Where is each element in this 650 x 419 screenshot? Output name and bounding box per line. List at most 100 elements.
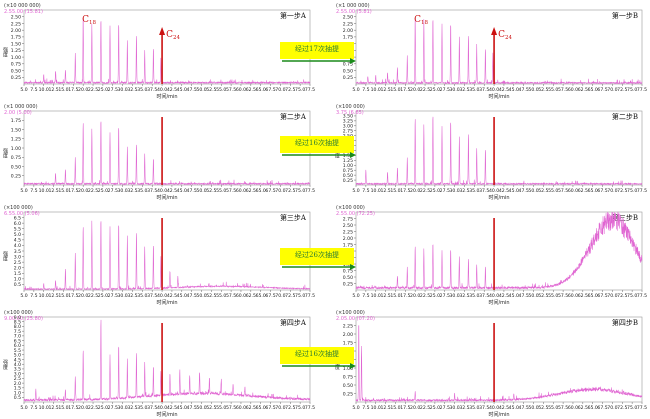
y-tick-label: 1.00 bbox=[343, 366, 353, 372]
x-tick-label: 50.0 bbox=[196, 188, 206, 194]
x-tick-label: 12.5 bbox=[48, 293, 58, 299]
y-tick-label: 2.00 bbox=[343, 28, 353, 34]
x-tick-label: 30.0 bbox=[118, 188, 128, 194]
x-tick-label: 30.0 bbox=[450, 188, 460, 194]
x-tick-label: 10.0 bbox=[371, 188, 381, 194]
y-tick-label: 1.00 bbox=[343, 163, 353, 169]
plot-frame bbox=[23, 9, 311, 85]
x-tick-label: 37.5 bbox=[479, 87, 489, 93]
x-tick-label: 65.0 bbox=[256, 293, 266, 299]
x-tick-label: 52.5 bbox=[538, 405, 548, 411]
peak-info: 3.75 (6.65) bbox=[336, 110, 364, 116]
peak-info: 2.05.00 (07.20) bbox=[336, 316, 375, 322]
y-axis-label: 强度 bbox=[2, 148, 8, 159]
x-tick-label: 57.5 bbox=[558, 405, 568, 411]
x-tick-label: 42.5 bbox=[167, 188, 177, 194]
x-tick-label: 32.5 bbox=[459, 87, 469, 93]
x-tick-label: 37.5 bbox=[479, 293, 489, 299]
chart-panel-step3-b: (×100 000)2.55.00 (72.25)0.250.500.751.0… bbox=[334, 205, 647, 306]
x-tick-label: 32.5 bbox=[127, 405, 137, 411]
y-tick-label: 0.25 bbox=[343, 391, 353, 397]
x-tick-label: 50.0 bbox=[196, 87, 206, 93]
x-tick-label: 12.5 bbox=[48, 405, 58, 411]
x-axis-label: 时间/min bbox=[488, 299, 509, 306]
x-tick-label: 50.0 bbox=[528, 293, 538, 299]
y-tick-label: 5.0 bbox=[14, 232, 21, 238]
x-tick-label: 5.0 bbox=[20, 87, 27, 93]
x-tick-label: 35.0 bbox=[469, 405, 479, 411]
x-tick-label: 10.0 bbox=[371, 293, 381, 299]
x-axis-label: 时间/min bbox=[488, 93, 509, 100]
x-tick-label: 65.0 bbox=[588, 405, 598, 411]
x-tick-label: 55.0 bbox=[548, 188, 558, 194]
y-tick-label: 1.25 bbox=[11, 48, 21, 54]
x-tick-label: 47.5 bbox=[187, 405, 197, 411]
y-tick-label: 2.0 bbox=[14, 266, 21, 272]
x-tick-label: 57.5 bbox=[558, 87, 568, 93]
x-tick-label: 55.0 bbox=[216, 293, 226, 299]
x-tick-label: 22.5 bbox=[88, 188, 98, 194]
x-tick-label: 22.5 bbox=[88, 293, 98, 299]
x-tick-label: 42.5 bbox=[499, 87, 509, 93]
panel-title: 第二步B bbox=[612, 112, 638, 121]
arrow-label: 经过16次抽提 bbox=[295, 350, 339, 358]
x-tick-label: 7.5 bbox=[30, 188, 37, 194]
x-tick-label: 70.0 bbox=[607, 293, 617, 299]
c18-label: C18 bbox=[414, 15, 428, 26]
x-tick-label: 42.5 bbox=[499, 293, 509, 299]
x-tick-label: 40.0 bbox=[157, 293, 167, 299]
x-tick-label: 22.5 bbox=[88, 87, 98, 93]
x-tick-label: 72.5 bbox=[617, 87, 627, 93]
x-tick-label: 12.5 bbox=[380, 188, 390, 194]
x-tick-label: 52.5 bbox=[206, 87, 216, 93]
x-tick-label: 17.5 bbox=[400, 188, 410, 194]
x-tick-label: 45.0 bbox=[177, 293, 187, 299]
x-tick-label: 7.5 bbox=[30, 293, 37, 299]
c24-arrowhead bbox=[159, 27, 166, 35]
x-tick-label: 60.0 bbox=[568, 293, 578, 299]
x-tick-label: 22.5 bbox=[420, 405, 430, 411]
x-tick-label: 30.0 bbox=[118, 293, 128, 299]
x-tick-label: 15.0 bbox=[58, 293, 68, 299]
x-tick-label: 47.5 bbox=[519, 293, 529, 299]
x-axis-label: 时间/min bbox=[156, 93, 177, 100]
x-tick-label: 12.5 bbox=[380, 405, 390, 411]
chart-panel-step3-a: (×100 000)6.55.00 (5.06)0.51.01.52.02.53… bbox=[2, 205, 315, 306]
x-tick-label: 5.0 bbox=[20, 405, 27, 411]
x-tick-label: 37.5 bbox=[147, 405, 157, 411]
x-tick-label: 12.5 bbox=[380, 87, 390, 93]
x-tick-label: 70.0 bbox=[607, 87, 617, 93]
chart-panel-step4-a: (×100 000)9.00.00 (25.80) 0.51.01.52.02.5… bbox=[2, 310, 315, 418]
y-tick-label: 4.5 bbox=[14, 238, 21, 244]
y-tick-label: 5.5 bbox=[14, 227, 21, 233]
x-tick-label: 17.5 bbox=[68, 405, 78, 411]
x-tick-label: 52.5 bbox=[206, 188, 216, 194]
x-tick-label: 65.0 bbox=[256, 188, 266, 194]
y-multiplier: (×1 000 000) bbox=[336, 3, 370, 9]
x-tick-label: 40.0 bbox=[489, 293, 499, 299]
arrow-label: 经过17次抽提 bbox=[295, 45, 339, 53]
panel-title: 第一步A bbox=[280, 11, 307, 20]
x-tick-label: 35.0 bbox=[469, 293, 479, 299]
x-tick-label: 60.0 bbox=[568, 188, 578, 194]
y-tick-label: 2.00 bbox=[343, 236, 353, 242]
y-multiplier: (×100 000) bbox=[4, 310, 33, 316]
y-tick-label: 6.5 bbox=[14, 338, 21, 344]
y-tick-label: 0.75 bbox=[343, 268, 353, 274]
x-tick-label: 57.5 bbox=[226, 87, 236, 93]
x-tick-label: 37.5 bbox=[147, 293, 157, 299]
x-tick-label: 25.0 bbox=[430, 87, 440, 93]
peak-info: 2.00 (5.00) bbox=[4, 110, 32, 116]
x-tick-label: 70.0 bbox=[275, 293, 285, 299]
x-tick-label: 15.0 bbox=[390, 293, 400, 299]
y-tick-label: 3.25 bbox=[343, 119, 353, 125]
y-tick-label: 0.5 bbox=[14, 282, 21, 288]
x-tick-label: 47.5 bbox=[519, 188, 529, 194]
c24-label: C24 bbox=[166, 30, 180, 41]
y-tick-label: 2.25 bbox=[11, 21, 21, 27]
y-tick-label: 1.50 bbox=[343, 153, 353, 159]
extraction-arrow-4: 经过16次抽提 bbox=[280, 347, 354, 364]
y-tick-label: 3.5 bbox=[14, 367, 21, 373]
x-tick-label: 52.5 bbox=[206, 405, 216, 411]
x-tick-label: 42.5 bbox=[499, 188, 509, 194]
